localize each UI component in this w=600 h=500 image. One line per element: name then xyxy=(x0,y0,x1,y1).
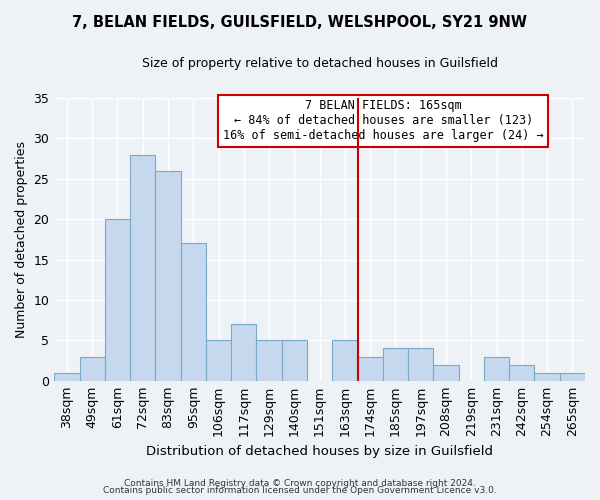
Bar xyxy=(383,348,408,381)
Bar xyxy=(155,171,181,381)
Bar xyxy=(256,340,282,381)
Y-axis label: Number of detached properties: Number of detached properties xyxy=(15,141,28,338)
Bar xyxy=(54,372,80,381)
Bar xyxy=(433,364,458,381)
Bar xyxy=(130,154,155,381)
Text: 7, BELAN FIELDS, GUILSFIELD, WELSHPOOL, SY21 9NW: 7, BELAN FIELDS, GUILSFIELD, WELSHPOOL, … xyxy=(73,15,527,30)
Title: Size of property relative to detached houses in Guilsfield: Size of property relative to detached ho… xyxy=(142,58,497,70)
Text: 7 BELAN FIELDS: 165sqm
← 84% of detached houses are smaller (123)
16% of semi-de: 7 BELAN FIELDS: 165sqm ← 84% of detached… xyxy=(223,100,544,142)
Bar xyxy=(80,356,105,381)
Bar xyxy=(484,356,509,381)
Text: Contains HM Land Registry data © Crown copyright and database right 2024.: Contains HM Land Registry data © Crown c… xyxy=(124,478,476,488)
Bar xyxy=(535,372,560,381)
Bar xyxy=(206,340,231,381)
Bar xyxy=(408,348,433,381)
Bar xyxy=(282,340,307,381)
Bar xyxy=(231,324,256,381)
X-axis label: Distribution of detached houses by size in Guilsfield: Distribution of detached houses by size … xyxy=(146,444,493,458)
Bar xyxy=(105,219,130,381)
Bar xyxy=(358,356,383,381)
Bar xyxy=(509,364,535,381)
Text: Contains public sector information licensed under the Open Government Licence v3: Contains public sector information licen… xyxy=(103,486,497,495)
Bar xyxy=(181,244,206,381)
Bar xyxy=(560,372,585,381)
Bar xyxy=(332,340,358,381)
